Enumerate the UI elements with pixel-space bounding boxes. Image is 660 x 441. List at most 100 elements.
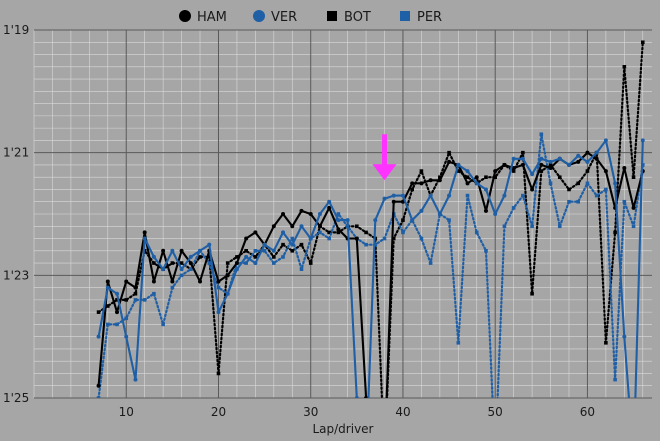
data-point-ver [437,212,442,216]
data-point-per [179,273,184,278]
data-point-bot [484,175,488,179]
data-point-per [530,224,534,229]
data-point-ham [124,279,129,284]
data-point-bot [308,261,313,265]
data-point-per [382,236,387,241]
series-ver [96,138,645,398]
data-point-per [465,193,470,198]
data-point-ver [603,138,608,143]
data-point-per [447,218,451,222]
data-point-ver [271,248,276,253]
data-point-ver [493,212,498,216]
data-point-bot [216,371,221,376]
data-point-per [152,291,156,296]
data-point-ver [410,218,415,223]
data-point-per [216,285,221,290]
data-point-ver [456,162,461,167]
data-point-ver [428,193,433,198]
data-point-ver [594,150,599,155]
data-point-per [207,261,212,265]
data-point-per [290,236,295,241]
data-point-per [272,261,276,265]
data-point-ver [622,334,627,339]
data-point-ver [419,208,424,213]
data-point-ham [170,279,175,284]
data-point-per [604,187,608,192]
data-point-ver [391,193,396,198]
data-point-ver [234,267,239,272]
data-point-ham [539,162,544,167]
legend-marker [179,10,191,22]
data-point-per [401,230,405,235]
y-tick-label: 1'19 [3,23,29,37]
data-point-bot [281,242,285,247]
data-point-bot [539,169,544,173]
data-point-per [502,224,507,229]
data-point-bot [179,261,184,265]
data-point-per [456,341,461,345]
x-tick-label: 30 [303,405,318,419]
data-point-per [622,199,627,204]
data-point-ham [548,166,553,170]
data-point-per [124,316,129,321]
data-point-ham [364,396,369,398]
data-point-ver [281,230,286,235]
data-point-per [318,230,322,235]
data-point-ham [299,208,304,213]
data-point-bot [640,40,645,45]
data-point-ham [603,169,608,174]
annotation-layer [372,134,397,181]
data-point-ham [493,169,498,174]
data-point-bot [557,175,562,179]
data-point-ham [198,279,203,284]
data-point-ham [142,230,147,235]
legend-marker [400,11,410,21]
data-point-ver [244,254,249,259]
data-point-ver [336,218,341,223]
data-point-ver [345,218,350,223]
data-point-bot [567,187,571,192]
data-point-bot [336,230,341,235]
data-point-per [142,298,147,302]
data-point-bot [105,304,110,308]
legend-item-bot: BOT [327,10,371,25]
series-line-ham [97,151,644,398]
data-point-ver [539,156,544,161]
data-point-bot [115,298,119,302]
data-point-ham [465,181,470,186]
data-point-ham [530,187,535,192]
data-point-ham [437,178,442,183]
data-point-per [96,396,101,398]
data-point-ver [585,159,590,164]
data-point-ver [447,193,452,198]
data-point-ver [557,156,562,161]
data-point-per [576,199,581,204]
y-tick-label: 1'21 [3,146,29,160]
data-point-ham [188,261,193,266]
legend-marker [253,10,265,22]
data-point-ver [115,291,120,296]
legend: HAM VER BOT PER [179,10,442,25]
data-point-ver [511,156,516,161]
data-point-ver [566,162,571,167]
data-point-bot [622,65,627,69]
data-point-ver [373,218,378,223]
data-point-bot [133,291,138,296]
data-point-ver [170,248,175,253]
data-point-ver [198,248,203,253]
data-point-ham [244,236,249,241]
data-point-ham [115,310,120,315]
data-point-ver [262,242,267,247]
data-point-per [419,236,424,241]
data-point-ham [105,279,110,284]
data-point-ver [142,236,147,241]
data-point-ham [576,159,581,164]
legend-label: BOT [344,10,371,25]
data-point-per [115,322,119,327]
data-point-ham [631,205,636,210]
data-point-ham [327,205,332,210]
x-axis-ticks: 10 20 30 40 50 60 [119,405,595,419]
data-point-bot [198,255,202,259]
data-point-ver [613,181,618,186]
